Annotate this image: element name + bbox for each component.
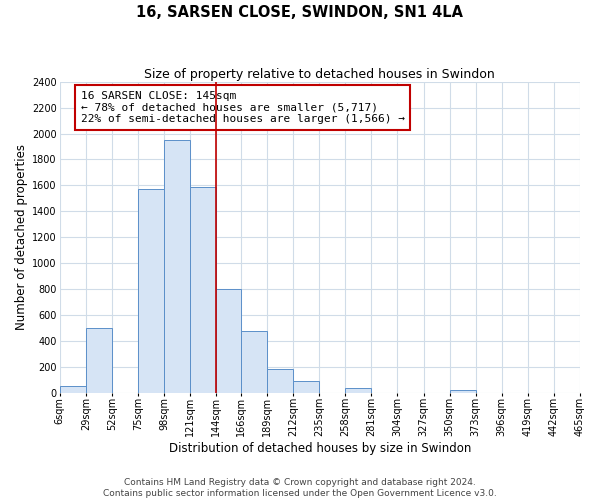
Bar: [164, 140, 190, 393]
Y-axis label: Number of detached properties: Number of detached properties: [15, 144, 28, 330]
Bar: [216, 289, 241, 393]
Bar: [190, 186, 216, 393]
Bar: [449, 390, 476, 393]
X-axis label: Distribution of detached houses by size in Swindon: Distribution of detached houses by size …: [169, 442, 471, 455]
Title: Size of property relative to detached houses in Swindon: Size of property relative to detached ho…: [145, 68, 495, 80]
Bar: [346, 388, 371, 393]
Bar: [267, 369, 293, 393]
Text: 16, SARSEN CLOSE, SWINDON, SN1 4LA: 16, SARSEN CLOSE, SWINDON, SN1 4LA: [137, 5, 464, 20]
Bar: [86, 328, 112, 393]
Bar: [138, 188, 164, 393]
Text: Contains HM Land Registry data © Crown copyright and database right 2024.
Contai: Contains HM Land Registry data © Crown c…: [103, 478, 497, 498]
Bar: [59, 386, 86, 393]
Bar: [241, 330, 267, 393]
Bar: [293, 381, 319, 393]
Text: 16 SARSEN CLOSE: 145sqm
← 78% of detached houses are smaller (5,717)
22% of semi: 16 SARSEN CLOSE: 145sqm ← 78% of detache…: [80, 91, 404, 124]
